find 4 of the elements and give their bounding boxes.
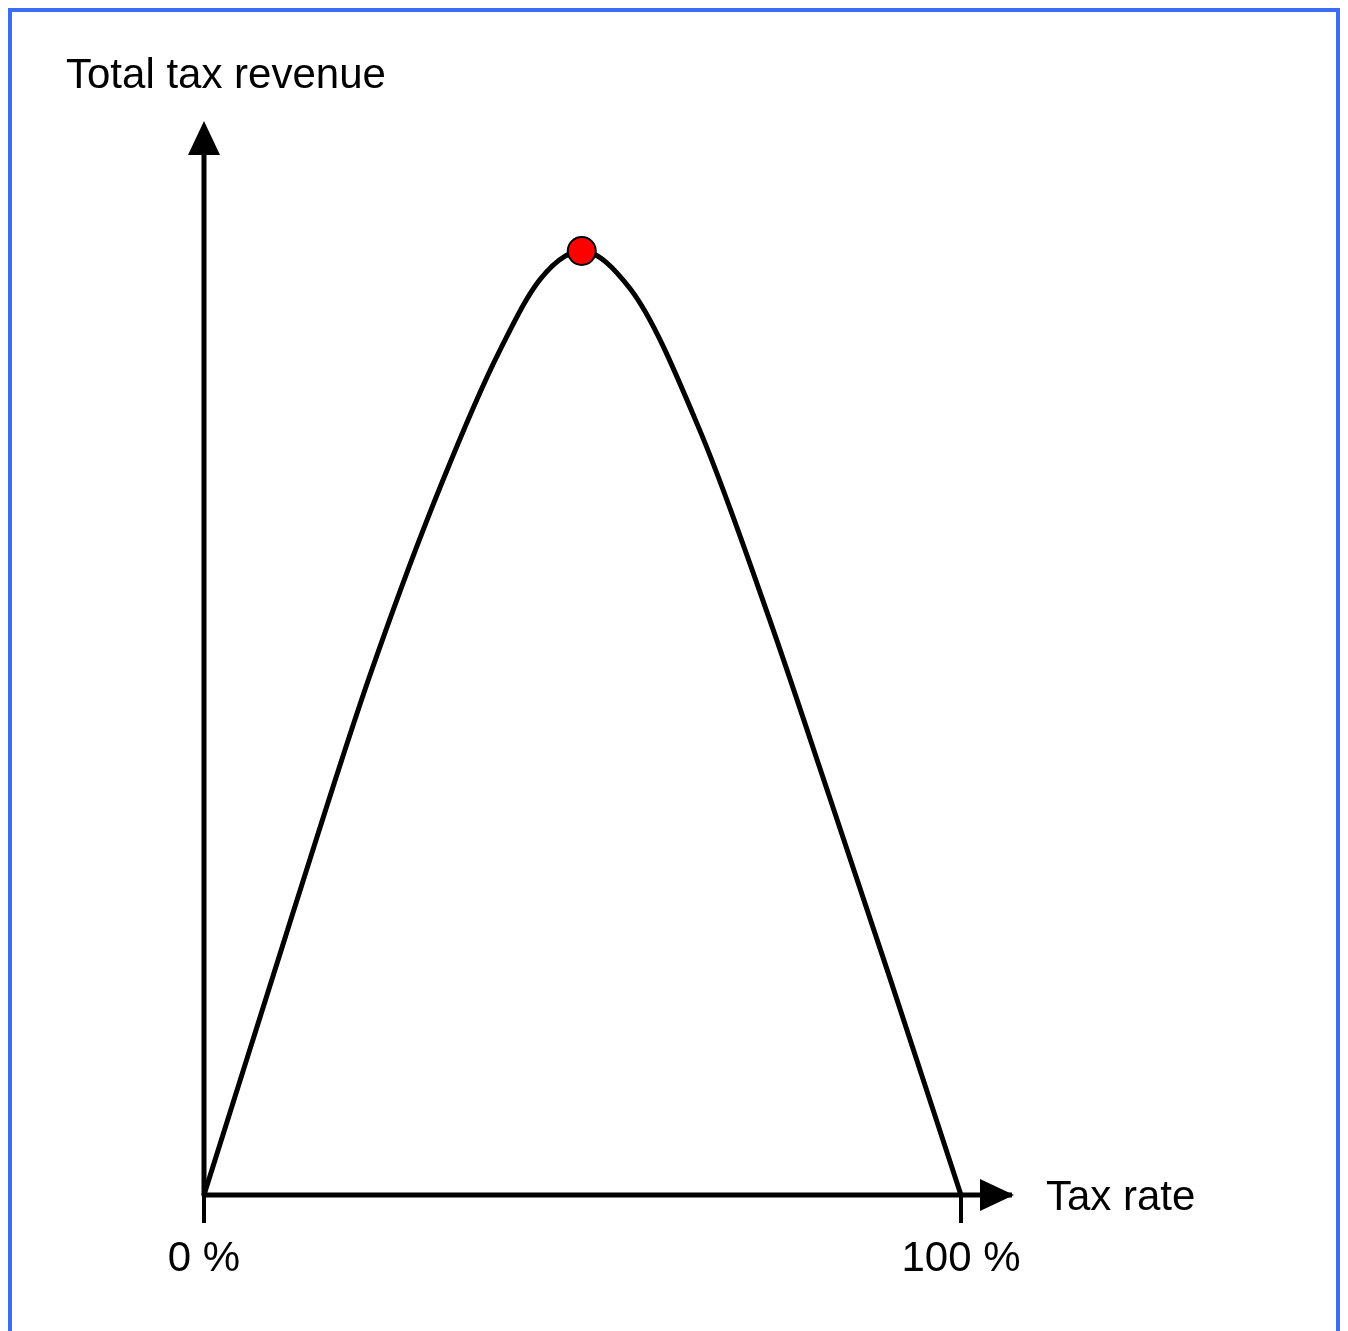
x-axis-title: Tax rate <box>1045 1172 1196 1219</box>
y-axis-title: Total tax revenue <box>66 50 386 97</box>
x-tick-label: 0 % <box>167 1233 241 1280</box>
x-tick-label: 100 % <box>901 1233 1021 1280</box>
